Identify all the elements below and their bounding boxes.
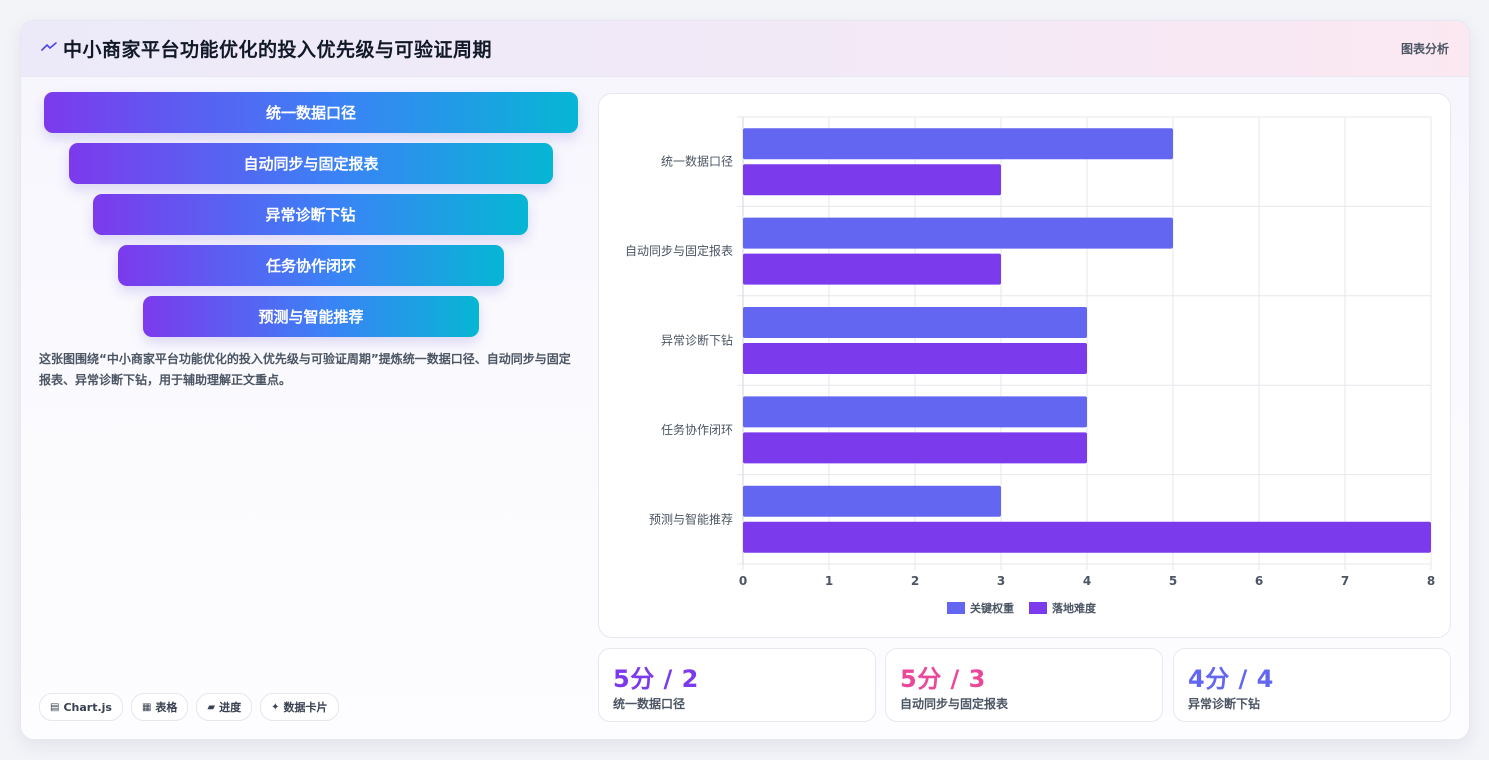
x-tick-label: 6 <box>1255 574 1263 588</box>
tag-table[interactable]: ▦ 表格 <box>130 693 189 721</box>
y-tick-label: 异常诊断下钻 <box>661 333 733 348</box>
funnel-item-3: 异常诊断下钻 <box>93 194 528 235</box>
legend-label: 落地难度 <box>1052 601 1097 615</box>
x-tick-label: 1 <box>825 574 833 588</box>
bar-weight <box>743 217 1173 249</box>
tag-list: ▤ Chart.js ▦ 表格 ▰ 进度 ✦ 数据卡片 <box>39 693 339 721</box>
stat-label: 统一数据口径 <box>613 697 686 711</box>
tag-progress[interactable]: ▰ 进度 <box>196 693 253 721</box>
stat-value: 5分 / 2 <box>613 665 699 693</box>
bar-weight <box>743 396 1087 428</box>
x-tick-label: 2 <box>911 574 919 588</box>
tag-label: Chart.js <box>63 700 112 714</box>
main-card: 中小商家平台功能优化的投入优先级与可验证周期 图表分析 统一数据口径 自动同步与… <box>20 20 1470 740</box>
chart-panel: 统一数据口径自动同步与固定报表异常诊断下钻 任务协作闭环预测与智能推荐 0 1 2 3 4 5… <box>598 93 1451 638</box>
header-tag: 图表分析 <box>1400 42 1449 56</box>
sparkle-icon: ✦ <box>271 701 280 713</box>
funnel-item-1: 统一数据口径 <box>44 92 578 133</box>
tag-label: 进度 <box>219 701 242 714</box>
bar-weight <box>743 485 1001 517</box>
legend-swatch <box>947 602 965 614</box>
y-tick-label: 自动同步与固定报表 <box>625 243 733 258</box>
header: 中小商家平台功能优化的投入优先级与可验证周期 图表分析 <box>21 21 1469 77</box>
tag-label: 表格 <box>155 701 178 714</box>
chart-icon: ▤ <box>50 701 60 713</box>
stat-card-3: 4分 / 4 异常诊断下钻 <box>1173 648 1451 722</box>
progress-icon: ▰ <box>207 701 216 713</box>
y-tick-label: 预测与智能推荐 <box>649 511 733 526</box>
x-tick-label: 8 <box>1427 574 1435 588</box>
x-tick-label: 4 <box>1083 574 1091 588</box>
stat-label: 自动同步与固定报表 <box>900 697 1009 711</box>
stat-value: 5分 / 3 <box>900 665 986 693</box>
tag-chartjs[interactable]: ▤ Chart.js <box>39 693 123 721</box>
funnel-item-2: 自动同步与固定报表 <box>69 143 553 184</box>
table-icon: ▦ <box>141 701 152 713</box>
description: 这张图围绕“中小商家平台功能优化的投入优先级与可验证周期”提炼统一数据口径、自动… <box>39 352 571 387</box>
funnel-item-5: 预测与智能推荐 <box>143 296 479 337</box>
legend-swatch <box>1029 602 1047 614</box>
y-tick-label: 任务协作闭环 <box>661 422 733 437</box>
y-tick-label: 统一数据口径 <box>661 154 733 169</box>
bar-difficulty <box>743 521 1431 553</box>
funnel-item-4: 任务协作闭环 <box>118 245 504 286</box>
stat-label: 异常诊断下钻 <box>1188 697 1261 711</box>
bar-difficulty <box>743 164 1001 196</box>
page-title: 中小商家平台功能优化的投入优先级与可验证周期 <box>63 39 493 61</box>
bar-difficulty <box>743 432 1087 464</box>
chart-line-icon <box>41 42 57 51</box>
tag-data-card[interactable]: ✦ 数据卡片 <box>260 693 339 721</box>
bar-weight <box>743 128 1173 160</box>
legend-label: 关键权重 <box>970 601 1014 615</box>
bar-difficulty <box>743 253 1001 285</box>
bar-weight <box>743 307 1087 338</box>
x-tick-label: 0 <box>739 574 747 588</box>
stat-value: 4分 / 4 <box>1188 665 1274 693</box>
stat-card-2: 5分 / 3 自动同步与固定报表 <box>885 648 1163 722</box>
stat-card-1: 5分 / 2 统一数据口径 <box>598 648 876 722</box>
x-tick-label: 7 <box>1341 574 1349 588</box>
x-tick-label: 5 <box>1169 574 1177 588</box>
x-tick-label: 3 <box>997 574 1005 588</box>
bar-difficulty <box>743 343 1087 374</box>
tag-label: 数据卡片 <box>283 701 328 714</box>
